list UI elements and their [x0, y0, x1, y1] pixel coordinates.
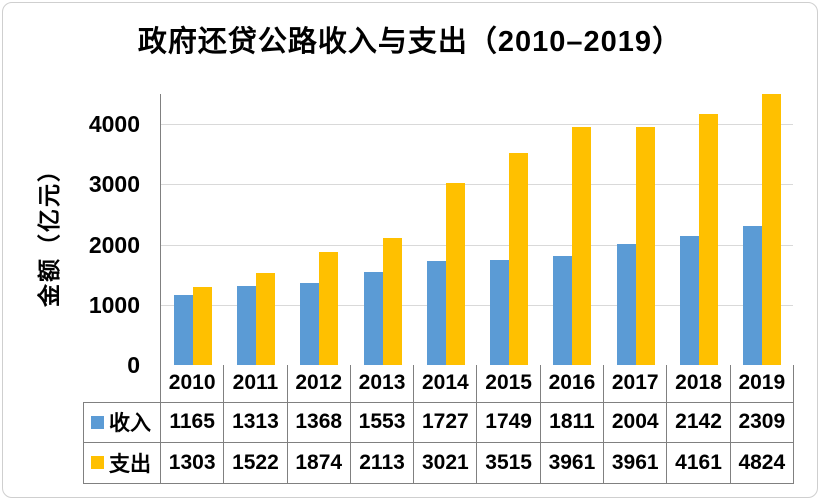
expense-value-2011: 1522: [223, 441, 288, 484]
year-cell-2016: 2016: [539, 365, 605, 403]
year-cell-2012: 2012: [286, 365, 351, 403]
income-bar-2010: [173, 294, 193, 365]
expense-value-2012: 1874: [286, 441, 351, 484]
income-value-2017: 2004: [603, 401, 668, 443]
y-tick-4000: 4000: [88, 111, 140, 138]
income-bar-2011: [236, 285, 256, 365]
income-bar-2018: [680, 236, 699, 365]
expense-bar-2018: [699, 114, 718, 365]
y-axis-tick-labels: 0 1000 2000 3000 4000: [0, 94, 140, 378]
year-cell-2011: 2011: [223, 365, 288, 403]
expense-bar-2011: [255, 273, 275, 365]
expense-value-2010: 1303: [159, 441, 225, 484]
income-table-row: 收入 1165 1313 1368 1553 1727 1749 1811 2004 2142 23…: [83, 401, 794, 443]
legend-cell-income: 收入: [83, 401, 161, 443]
expense-value-2018: 4161: [666, 441, 731, 484]
income-value-2016: 1811: [539, 401, 605, 443]
income-value-2012: 1368: [286, 401, 351, 443]
expense-value-2014: 3021: [413, 441, 478, 484]
income-value-2019: 2309: [729, 401, 794, 443]
year-cell-2019: 2019: [729, 365, 794, 403]
gridline-2000: [161, 244, 793, 246]
y-tick-2000: 2000: [88, 231, 140, 258]
year-cell-2013: 2013: [349, 365, 415, 403]
table-corner-spacer: [84, 365, 161, 402]
expense-bar-2019: [762, 94, 782, 365]
expense-bar-2015: [509, 153, 529, 365]
income-value-2013: 1553: [349, 401, 415, 443]
year-cell-2018: 2018: [666, 365, 731, 403]
income-value-2015: 1749: [476, 401, 541, 443]
expense-bar-2010: [192, 286, 212, 365]
expense-bar-2012: [319, 252, 339, 365]
expense-bar-2014: [445, 183, 465, 365]
gridline-3000: [161, 184, 793, 186]
expense-bar-2017: [635, 126, 655, 365]
income-bar-2012: [300, 282, 320, 365]
income-swatch-icon: [91, 415, 104, 429]
year-cell-2014: 2014: [413, 365, 478, 403]
chart-title: 政府还贷公路收入与支出（2010–2019）: [137, 26, 683, 58]
gridline-1000: [161, 304, 793, 306]
year-cell-2010: 2010: [159, 365, 225, 403]
expense-table-row: 支出 1303 1522 1874 2113 3021 3515 3961 3961 4161 48…: [83, 441, 794, 484]
plot-area: [160, 94, 793, 365]
income-bar-2014: [426, 261, 446, 365]
expense-value-2019: 4824: [729, 441, 794, 484]
income-series-label: 收入: [109, 412, 151, 435]
y-tick-3000: 3000: [88, 171, 140, 198]
gridline-4000: [161, 124, 793, 126]
legend-cell-expense: 支出: [83, 441, 161, 484]
income-bar-2013: [363, 271, 383, 365]
income-value-2018: 2142: [666, 401, 731, 443]
income-bar-2019: [743, 225, 763, 365]
income-value-2011: 1313: [223, 401, 288, 443]
expense-series-label: 支出: [109, 452, 151, 476]
income-value-2010: 1165: [159, 401, 225, 443]
income-bar-2016: [553, 255, 573, 365]
expense-swatch-icon: [91, 456, 104, 469]
expense-value-2016: 3961: [539, 441, 605, 484]
y-tick-0: 0: [127, 352, 140, 378]
y-tick-1000: 1000: [88, 291, 140, 318]
income-value-2014: 1727: [413, 401, 478, 443]
year-cell-2017: 2017: [603, 365, 668, 403]
income-bar-2017: [616, 244, 636, 365]
expense-bar-2013: [382, 237, 402, 365]
expense-value-2013: 2113: [349, 441, 415, 484]
data-table: 2010 2011 2012 2013 2014 2015 2016 2017 2018 2019…: [83, 365, 794, 484]
expense-value-2017: 3961: [603, 441, 668, 484]
expense-bar-2016: [572, 126, 592, 365]
income-bar-2015: [490, 259, 510, 365]
expense-value-2015: 3515: [476, 441, 541, 484]
year-cell-2015: 2015: [476, 365, 541, 403]
